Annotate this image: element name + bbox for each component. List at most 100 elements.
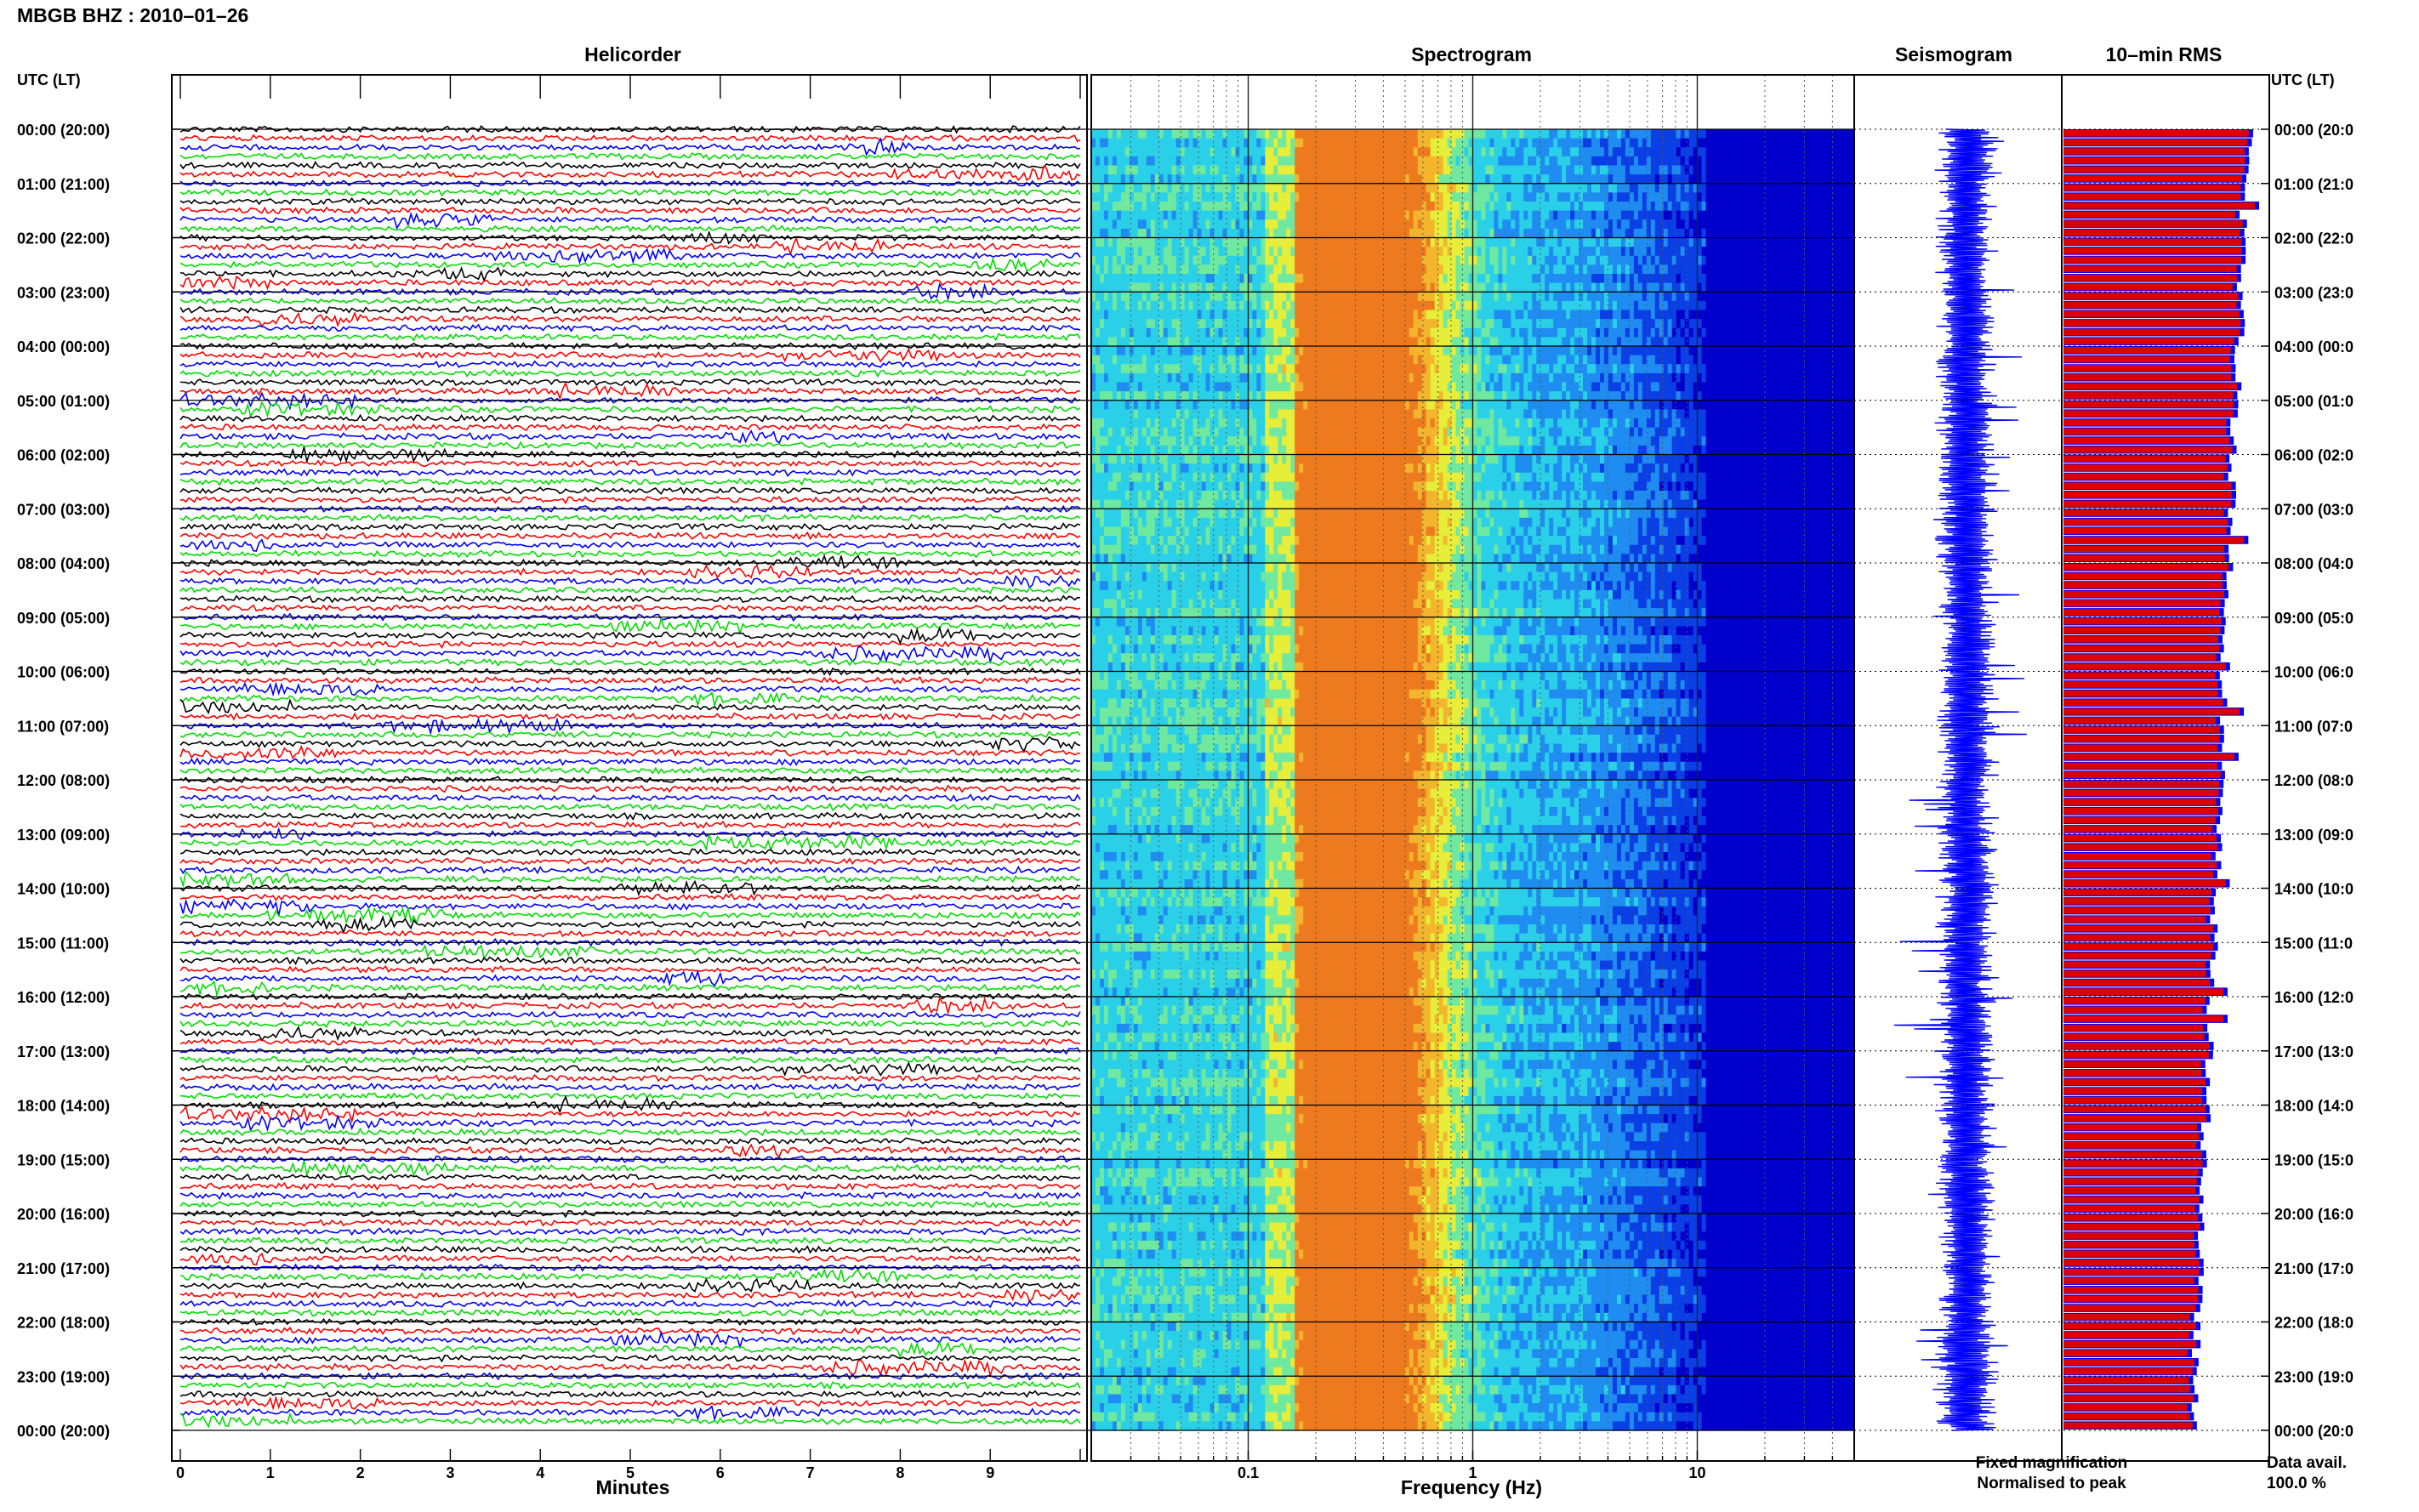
spectrogram-cell: [1150, 129, 1156, 139]
spectrogram-cell: [1375, 237, 1380, 247]
spectrogram-cell: [1120, 219, 1126, 230]
spectrogram-cell: [1650, 300, 1656, 311]
spectrogram-cell: [1141, 255, 1147, 265]
spectrogram-cell: [1519, 292, 1524, 302]
spectrogram-cell: [1248, 274, 1253, 284]
spectrogram-cell: [1417, 282, 1423, 293]
spectrogram-cell: [1256, 156, 1261, 167]
spectrogram-cell: [1146, 364, 1152, 374]
spectrogram-cell: [1583, 310, 1588, 320]
spectrogram-cell: [1421, 337, 1427, 347]
spectrogram-cell: [1396, 264, 1402, 275]
spectrogram-cell: [1205, 255, 1211, 265]
spectrogram-cell: [1654, 355, 1660, 365]
spectrogram-cell: [1116, 228, 1122, 239]
spectrogram-cell: [1353, 274, 1359, 284]
spectrogram-cell: [1820, 174, 1825, 185]
spectrogram-cell: [1600, 174, 1605, 185]
spectrogram-cell: [1379, 364, 1385, 374]
spectrogram-cell: [1214, 319, 1220, 329]
spectrogram-cell: [1265, 156, 1270, 167]
spectrogram-cell: [1722, 129, 1728, 139]
spectrogram-cell: [1095, 355, 1101, 365]
spectrogram-cell: [1833, 129, 1838, 139]
spectrogram-cell: [1790, 138, 1796, 148]
spectrogram-cell: [1583, 274, 1588, 284]
spectrogram-cell: [1184, 192, 1190, 202]
spectrogram-cell: [1506, 282, 1511, 293]
spectrogram-cell: [1286, 255, 1291, 265]
helicorder-trace: [179, 717, 1081, 736]
spectrogram-cell: [1824, 274, 1830, 284]
spectrogram-cell: [1646, 183, 1652, 193]
spectrogram-cell: [1329, 319, 1334, 329]
spectrogram-cell: [1299, 156, 1304, 167]
spectrogram-cell: [1210, 319, 1215, 329]
spectrogram-cell: [1375, 292, 1380, 302]
spectrogram-cell: [1620, 300, 1626, 311]
time-axis-label-left: UTC (LT): [17, 71, 81, 88]
spectrogram-cell: [1103, 274, 1109, 284]
spectrogram-cell: [1591, 292, 1597, 302]
spectrogram-cell: [1650, 165, 1656, 175]
helicorder-trace: [179, 1236, 1081, 1246]
spectrogram-cell: [1494, 192, 1499, 202]
spectrogram-cell: [1370, 174, 1376, 185]
helicorder-trace: [179, 744, 1081, 760]
spectrogram-cell: [1464, 138, 1470, 148]
spectrogram-cell: [1727, 292, 1733, 302]
spectrogram-cell: [1175, 364, 1181, 374]
spectrogram-cell: [1600, 183, 1605, 193]
spectrogram-cell: [1744, 192, 1750, 202]
spectrogram-cell: [1477, 319, 1483, 329]
spectrogram-cell: [1642, 165, 1648, 175]
spectrogram-cell: [1333, 337, 1338, 347]
spectrogram-cell: [1688, 274, 1694, 284]
spectrogram-cell: [1676, 138, 1682, 148]
spectrogram-cell: [1413, 264, 1419, 275]
spectrogram-cell: [1485, 247, 1491, 257]
spectrogram-cell: [1816, 292, 1821, 302]
spectrogram-cell: [1574, 183, 1579, 193]
spectrogram-cell: [1460, 210, 1466, 220]
spectrogram-cell: [1222, 364, 1228, 374]
spectrogram-cell: [1256, 219, 1261, 230]
spectrogram-cell: [1710, 165, 1716, 175]
spectrogram-cell: [1307, 129, 1312, 139]
spectrogram-cell: [1455, 174, 1461, 185]
spectrogram-cell: [1663, 183, 1669, 193]
spectrogram-cell: [1357, 319, 1363, 329]
spectrogram-cell: [1841, 174, 1847, 185]
spectrogram-cell: [1671, 292, 1677, 302]
spectrogram-cell: [1739, 165, 1745, 175]
spectrogram-cell: [1248, 346, 1253, 356]
spectrogram-cell: [1413, 219, 1419, 230]
spectrogram-cell: [1625, 282, 1631, 293]
spectrogram-cell: [1846, 255, 1851, 265]
spectrogram-cell: [1451, 156, 1457, 167]
spectrogram-cell: [1426, 192, 1431, 202]
spectrogram-cell: [1307, 237, 1312, 247]
spectrogram-cell: [1714, 174, 1720, 185]
spectrogram-cell: [1107, 274, 1113, 284]
spectrogram-cell: [1579, 210, 1584, 220]
spectrogram-cell: [1396, 346, 1402, 356]
spectrogram-cell: [1574, 165, 1579, 175]
spectrogram-cell: [1201, 156, 1207, 167]
spectrogram-cell: [1154, 264, 1160, 275]
spectrogram-cell: [1583, 346, 1588, 356]
spectrogram-cell: [1192, 165, 1198, 175]
spectrogram-cell: [1722, 247, 1728, 257]
spectrogram-cell: [1583, 174, 1588, 185]
spectrogram-cell: [1235, 192, 1241, 202]
spectrogram-cell: [1654, 364, 1660, 374]
spectrogram-cell: [1744, 156, 1750, 167]
spectrogram-cell: [1786, 192, 1791, 202]
spectrogram-cell: [1320, 138, 1325, 148]
spectrogram-cell: [1731, 138, 1737, 148]
spectrogram-cell: [1519, 346, 1524, 356]
spectrogram-cell: [1370, 327, 1376, 338]
spectrogram-cell: [1765, 355, 1770, 365]
spectrogram-cell: [1273, 274, 1278, 284]
spectrogram-cell: [1761, 310, 1766, 320]
